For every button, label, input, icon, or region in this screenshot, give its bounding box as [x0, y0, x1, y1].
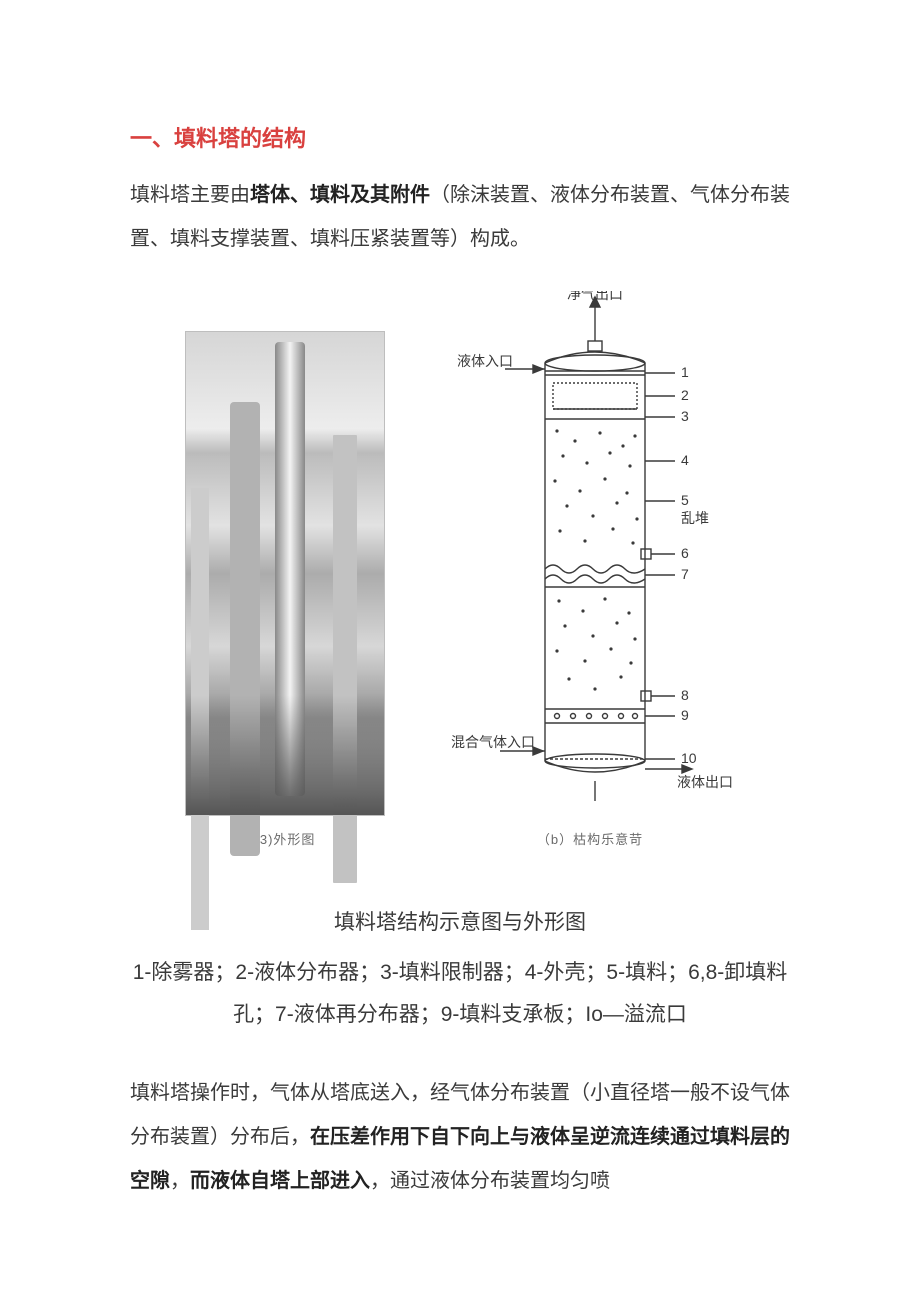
intro-paragraph: 填料塔主要由塔体、填料及其附件（除沫装置、液体分布装置、气体分布装置、填料支撑装… [130, 173, 790, 261]
svg-text:液体出口: 液体出口 [677, 774, 733, 790]
intro-bold: 塔体、填料及其附件 [250, 184, 430, 206]
svg-text:5: 5 [681, 492, 689, 508]
svg-text:7: 7 [681, 566, 689, 582]
svg-text:9: 9 [681, 707, 689, 723]
figure-row: (3)外形图 [130, 291, 790, 855]
figure-title: 填料塔结构示意图与外形图 [130, 900, 790, 946]
intro-pre: 填料塔主要由 [130, 184, 250, 206]
svg-text:乱堆: 乱堆 [681, 510, 709, 526]
svg-text:10: 10 [681, 750, 697, 766]
figure-left-caption: (3)外形图 [255, 826, 316, 855]
svg-text:1: 1 [681, 364, 689, 380]
svg-text:混合气体入口: 混合气体入口 [451, 734, 535, 750]
section-heading: 一、填料塔的结构 [130, 115, 790, 163]
label-top-outlet: 净气出口 [567, 291, 623, 302]
figure-legend: 1-除雾器；2-液体分布器；3-填料限制器；4-外壳；5-填料；6,8-卸填料孔… [130, 952, 790, 1036]
p2-b2: 而液体自塔上部进入 [190, 1170, 370, 1192]
tower-photo [185, 331, 385, 816]
tower-diagram: 净气出口 液体入口 1 2 3 4 5 乱堆 6 7 8 9 10 [445, 291, 735, 816]
figure-left-column: (3)外形图 [185, 331, 385, 855]
p2-t3: ，通过液体分布装置均匀喷 [370, 1170, 610, 1192]
svg-text:液体入口: 液体入口 [457, 353, 513, 369]
p2-t2: ， [170, 1170, 190, 1192]
svg-text:8: 8 [681, 687, 689, 703]
document-page: 一、填料塔的结构 填料塔主要由塔体、填料及其附件（除沫装置、液体分布装置、气体分… [0, 0, 920, 1273]
svg-text:2: 2 [681, 387, 689, 403]
operation-paragraph: 填料塔操作时，气体从塔底送入，经气体分布装置（小直径塔一般不设气体分布装置）分布… [130, 1071, 790, 1203]
figure-right-column: 净气出口 液体入口 1 2 3 4 5 乱堆 6 7 8 9 10 [445, 291, 735, 855]
svg-text:3: 3 [681, 408, 689, 424]
figure-right-caption: （b）枯构乐意苛 [537, 826, 643, 855]
svg-text:6: 6 [681, 545, 689, 561]
svg-text:4: 4 [681, 452, 689, 468]
